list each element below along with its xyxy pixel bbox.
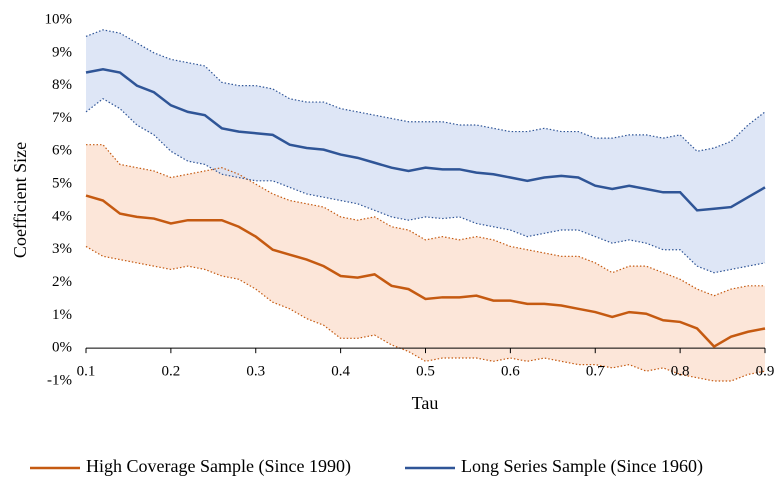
y-tick-label: 5% [52,176,72,192]
y-tick-label: -1% [47,372,72,388]
x-tick-label: 0.2 [162,363,181,379]
x-axis-title: Tau [412,393,439,413]
y-tick-label: 3% [52,241,72,257]
x-tick-label: 0.9 [756,363,775,379]
y-axis-title: Coefficient Size [10,142,30,258]
x-tick-label: 0.6 [501,363,520,379]
band-edge [85,29,766,152]
y-tick-label: 0% [52,340,72,356]
line [85,194,766,349]
y-tick-label: 9% [52,44,72,60]
x-tick-label: 0.4 [331,363,350,379]
y-tick-label: 4% [52,208,72,224]
x-tick-label: 0.7 [586,363,605,379]
band-fill [86,29,765,273]
y-tick-label: 8% [52,77,72,93]
band-edge [86,144,765,297]
band-edge [85,98,766,274]
y-tick-label: 10% [45,11,73,27]
legend-text: High Coverage Sample (Since 1990) [86,456,351,477]
x-tick-label: 0.1 [77,363,96,379]
band-fill [86,144,765,381]
legend-text: Long Series Sample (Since 1960) [461,456,703,477]
line [85,67,766,212]
band-edge [85,245,766,382]
y-tick-label: 2% [52,274,72,290]
y-tick-label: 6% [52,143,72,159]
y-tick-label: 7% [52,110,72,126]
x-tick-label: 0.8 [671,363,690,379]
y-tick-label: 1% [52,307,72,323]
x-tick-label: 0.5 [416,363,435,379]
x-tick-label: 0.3 [246,363,265,379]
